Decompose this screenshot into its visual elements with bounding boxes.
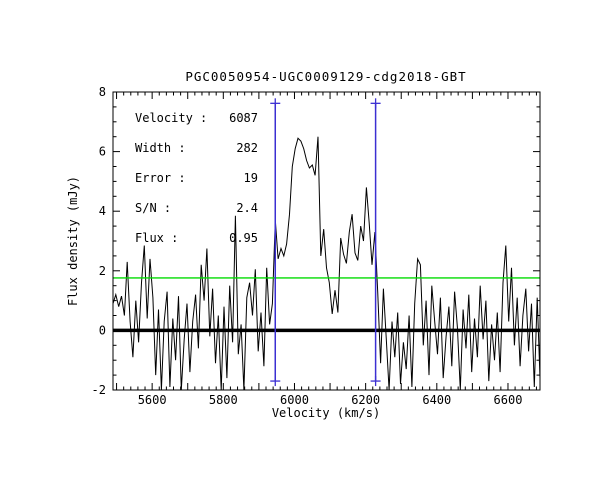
spectrum-line xyxy=(112,136,541,391)
spectrum-polyline xyxy=(112,136,541,391)
x-axis-label: Velocity (km/s) xyxy=(272,406,380,420)
axis-tick-labels: 5600 5800 6000 6200 6400 6600 -2 0 2 4 6 8 xyxy=(92,85,523,407)
x-tick-label: 5600 xyxy=(138,393,167,407)
plot-frame xyxy=(112,91,541,391)
y-tick-label: 8 xyxy=(99,85,106,99)
annotation-label: Velocity : xyxy=(135,111,207,125)
y-tick-label: 4 xyxy=(99,204,106,218)
axes-frame xyxy=(112,91,541,391)
overlay-lines xyxy=(113,98,540,387)
x-tick-label: 5800 xyxy=(209,393,238,407)
y-tick-label: 2 xyxy=(99,264,106,278)
y-tick-label: 0 xyxy=(99,323,106,337)
annotation-value: 0.95 xyxy=(229,231,258,245)
y-tick-label: 6 xyxy=(99,145,106,159)
annotation-value: 282 xyxy=(236,141,258,155)
plot-title: PGC0050954-UGC0009129-cdg2018-GBT xyxy=(185,69,466,84)
annotation-value: 2.4 xyxy=(236,201,258,215)
x-tick-label: 6400 xyxy=(422,393,451,407)
y-axis-label: Flux density (mJy) xyxy=(66,176,80,306)
y-tick-label: -2 xyxy=(92,383,106,397)
annotation-value: 19 xyxy=(244,171,258,185)
annotation-value: 6087 xyxy=(229,111,258,125)
annotation-label: S/N : xyxy=(135,201,171,215)
x-tick-label: 6600 xyxy=(494,393,523,407)
measurement-annotations: Velocity : 6087 Width : 282 Error : 19 S/N : 2.… xyxy=(135,111,258,245)
annotation-label: Flux : xyxy=(135,231,178,245)
annotation-label: Error : xyxy=(135,171,186,185)
x-tick-label: 6200 xyxy=(351,393,380,407)
annotation-label: Width : xyxy=(135,141,186,155)
x-tick-label: 6000 xyxy=(280,393,309,407)
